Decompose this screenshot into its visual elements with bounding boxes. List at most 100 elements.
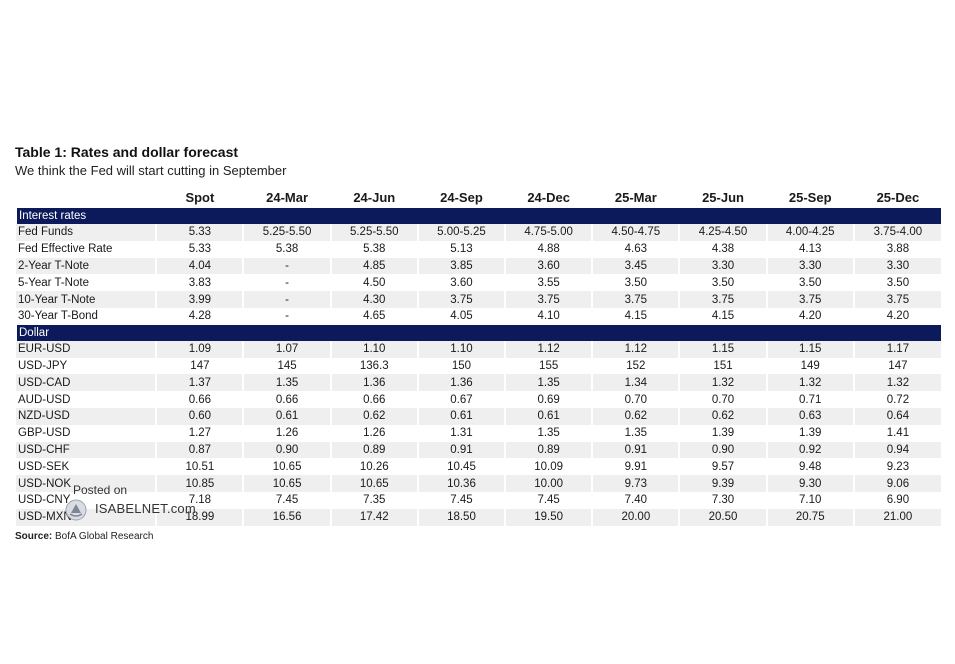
table-cell: 149 [765,357,854,375]
table-cell: - [242,291,331,308]
table-cell: 4.10 [504,307,593,325]
row-label: NZD-USD [16,407,157,425]
table-cell: 1.39 [678,424,767,442]
table-cell: 1.10 [416,340,506,358]
table-cell: 147 [852,357,941,375]
table-cell: 1.32 [765,374,854,392]
table-cell: 3.75 [765,291,854,308]
table-cell: 3.75 [504,291,593,308]
table-cell: 0.66 [155,391,244,408]
table-cell: 1.17 [852,340,941,358]
row-label: USD-CAD [16,374,157,392]
table-cell: 1.31 [416,424,506,442]
source-text: BofA Global Research [52,530,154,542]
table-cell: 4.25-4.50 [678,224,767,241]
table-cell: 1.41 [852,424,941,442]
header-cell: 24-Sep [416,186,506,208]
header-cell: 25-Jun [678,186,767,208]
forecast-table: Spot 24-Mar 24-Jun 24-Sep 24-Dec 25-Mar 25-Jun… [15,186,941,526]
table-cell: 7.35 [329,491,418,509]
table-cell: 1.12 [591,340,680,358]
table-body: Interest rates Fed Funds 5.33 5.25-5.50 5.25… [15,208,941,526]
table-cell: 10.09 [504,458,593,476]
table-cell: 0.70 [591,391,680,408]
table-cell: 5.25-5.50 [329,224,418,241]
table-cell: 0.89 [329,441,418,459]
table-cell: 9.73 [591,475,680,492]
table-cell: 10.85 [155,475,244,492]
row-label: Fed Funds [16,224,157,241]
header-cell: 24-Jun [329,186,418,208]
table-cell: 9.48 [765,458,854,476]
table-cell: 0.63 [765,407,854,425]
table-cell: 4.50 [329,274,418,292]
row-label: USD-JPY [16,357,157,375]
table-cell: 0.72 [852,391,941,408]
table-cell: 6.90 [852,491,941,509]
table-cell: 4.20 [765,307,854,325]
row-label: USD-CNY [16,491,157,509]
table-row: 2-Year T-Note 4.04-4.85 3.85 3.60 3.45 3.30 3.… [16,257,941,275]
table-cell: 0.60 [155,407,244,425]
header-cell: 25-Mar [591,186,680,208]
row-label: USD-NOK [16,475,157,492]
table-cell: 1.07 [242,340,331,358]
table-cell: 4.30 [329,291,418,308]
table-cell: 0.90 [678,441,767,459]
header-cell: 24-Mar [242,186,331,208]
table-cell: 3.99 [155,291,244,308]
table-cell: 1.35 [591,424,680,442]
section-title: Interest rates [15,208,941,224]
table-cell: 1.15 [678,340,767,358]
table-cell: - [242,274,331,292]
table-cell: 4.04 [155,257,244,275]
table-cell: 4.15 [591,307,680,325]
row-label: 2-Year T-Note [16,257,157,275]
table-cell: 19.50 [504,508,593,526]
table-row: 5-Year T-Note 3.83-4.50 3.60 3.55 3.50 3.50 3.… [16,274,941,292]
table-cell: 3.75 [416,291,506,308]
table-cell: 0.61 [416,407,506,425]
row-label: USD-MXN [16,508,157,526]
table-cell: 20.50 [678,508,767,526]
table-cell: 3.50 [765,274,854,292]
table-row: GBP-USD 1.27 1.26 1.26 1.31 1.35 1.35 1.39 1.39 1… [16,424,941,442]
table-cell: 10.36 [416,475,506,492]
table-cell: 3.75-4.00 [852,224,941,241]
table-cell: 1.12 [504,340,593,358]
table-cell: 1.32 [678,374,767,392]
table-subtitle: We think the Fed will start cutting in S… [15,163,287,178]
table-cell: 9.91 [591,458,680,476]
table-cell: 4.05 [416,307,506,325]
table-cell: 0.91 [591,441,680,459]
table-cell: 4.20 [852,307,941,325]
table-row: USD-CHF 0.87 0.90 0.89 0.91 0.89 0.91 0.90 0.92 0… [16,441,941,459]
table-cell: 3.30 [852,257,941,275]
table-cell: 4.15 [678,307,767,325]
table-row: USD-CAD 1.37 1.35 1.36 1.36 1.35 1.34 1.32 1.32 1… [16,374,941,392]
table-cell: 7.45 [242,491,331,509]
table-row: USD-JPY 147 145 136.3 150 155 152 151 149 147 [16,357,941,375]
table-cell: 4.75-5.00 [504,224,593,241]
table-cell: 4.85 [329,257,418,275]
table-cell: - [242,307,331,325]
table-cell: 10.00 [504,475,593,492]
table-cell: 3.88 [852,240,941,258]
table-row: Fed Funds 5.33 5.25-5.50 5.25-5.50 5.00-5.25… [16,224,941,241]
table-row: USD-CNY 7.18 7.45 7.35 7.45 7.45 7.40 7.30 7.10 6… [16,491,941,509]
table-cell: 17.42 [329,508,418,526]
table-cell: 10.26 [329,458,418,476]
table-cell: 0.66 [242,391,331,408]
table-cell: 1.35 [504,374,593,392]
table-cell: 7.45 [504,491,593,509]
table-cell: 4.00-4.25 [765,224,854,241]
table-cell: 10.65 [242,475,331,492]
table-cell: 1.36 [329,374,418,392]
table-cell: - [242,257,331,275]
table-cell: 7.45 [416,491,506,509]
table-cell: 5.33 [155,224,244,241]
table-cell: 0.66 [329,391,418,408]
table-cell: 0.70 [678,391,767,408]
table-cell: 3.75 [678,291,767,308]
header-cell-label [16,186,156,208]
